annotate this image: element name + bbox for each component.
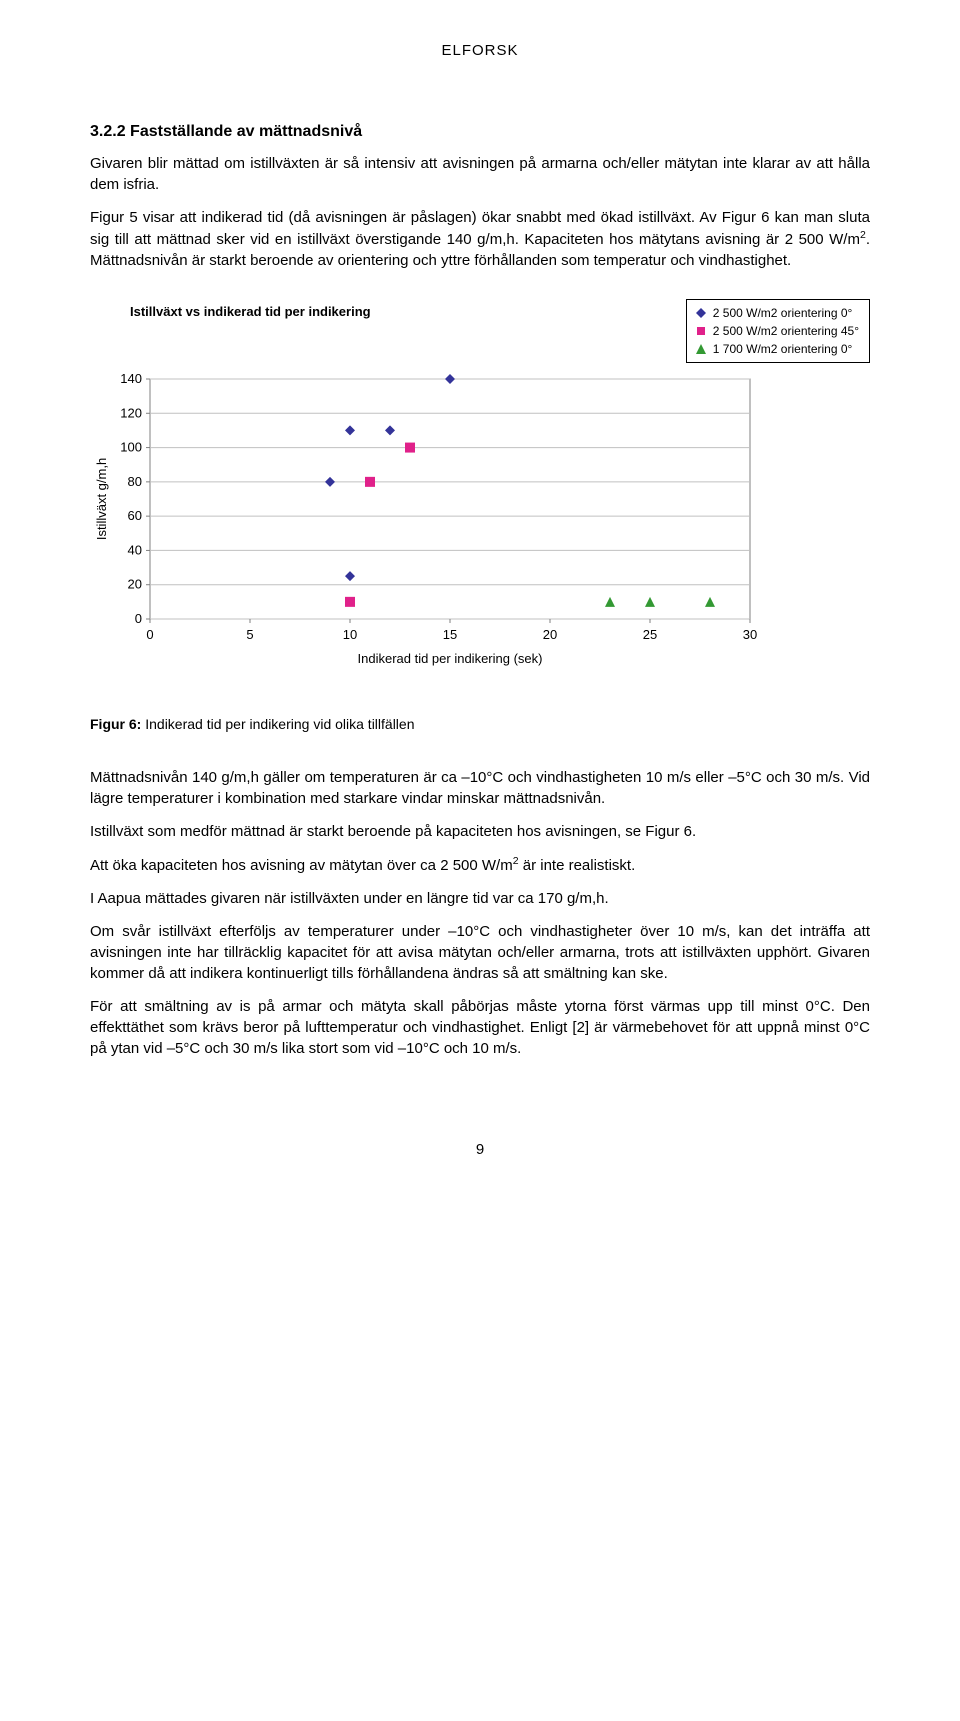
legend-marker-icon [695,307,707,319]
svg-text:60: 60 [128,509,142,524]
paragraph-intro: Givaren blir mättad om istillväxten är s… [90,153,870,195]
legend-marker-icon [695,325,707,337]
svg-text:20: 20 [128,577,142,592]
legend-label: 2 500 W/m2 orientering 45° [713,322,859,340]
svg-text:80: 80 [128,474,142,489]
svg-text:10: 10 [343,627,357,642]
brand-header: ELFORSK [90,40,870,61]
svg-text:30: 30 [743,627,757,642]
chart-container: Istillväxt vs indikerad tid per indikeri… [90,299,870,675]
parac-a: Att öka kapaciteten hos avisning av mäty… [90,857,513,874]
svg-text:40: 40 [128,543,142,558]
legend-label: 1 700 W/m2 orientering 0° [713,340,853,358]
section-title: Fastställande av mättnadsnivå [130,123,362,140]
svg-text:5: 5 [246,627,253,642]
chart-legend: 2 500 W/m2 orientering 0°2 500 W/m2 orie… [686,299,870,363]
figure-6-label: Figur 6: [90,716,141,732]
svg-text:25: 25 [643,627,657,642]
paragraph-b: Istillväxt som medför mättnad är starkt … [90,821,870,842]
svg-text:15: 15 [443,627,457,642]
svg-text:120: 120 [120,406,142,421]
svg-text:140: 140 [120,371,142,386]
legend-item: 2 500 W/m2 orientering 45° [695,322,859,340]
paragraph-d: I Aapua mättades givaren när istillväxte… [90,888,870,909]
legend-marker-icon [695,343,707,355]
svg-text:Indikerad tid per indikering (: Indikerad tid per indikering (sek) [358,651,543,666]
section-heading: 3.2.2 Fastställande av mättnadsnivå [90,121,870,143]
paragraph-a: Mättnadsnivån 140 g/m,h gäller om temper… [90,767,870,809]
para2-text-a: Figur 5 visar att indikerad tid (då avis… [90,209,870,248]
paragraph-c: Att öka kapaciteten hos avisning av mäty… [90,854,870,876]
parac-b: är inte realistiskt. [519,857,636,874]
paragraph-2: Figur 5 visar att indikerad tid (då avis… [90,207,870,271]
legend-item: 2 500 W/m2 orientering 0° [695,304,859,322]
svg-text:20: 20 [543,627,557,642]
paragraph-e: Om svår istillväxt efterföljs av tempera… [90,921,870,984]
svg-text:Istillväxt g/m,h: Istillväxt g/m,h [94,458,109,540]
legend-label: 2 500 W/m2 orientering 0° [713,304,853,322]
chart-title: Istillväxt vs indikerad tid per indikeri… [130,299,686,321]
svg-text:0: 0 [146,627,153,642]
paragraph-f: För att smältning av is på armar och mät… [90,996,870,1059]
svg-text:100: 100 [120,440,142,455]
chart-plot: 0 20 40 60 80 100 120 140 0 5 10 15 20 25 30 Indikerad … [90,369,770,669]
legend-item: 1 700 W/m2 orientering 0° [695,340,859,358]
page-number: 9 [90,1139,870,1160]
section-number: 3.2.2 [90,123,126,140]
svg-text:0: 0 [135,611,142,626]
figure-6-caption: Figur 6: Indikerad tid per indikering vi… [90,715,870,735]
figure-6-text: Indikerad tid per indikering vid olika t… [141,716,414,732]
